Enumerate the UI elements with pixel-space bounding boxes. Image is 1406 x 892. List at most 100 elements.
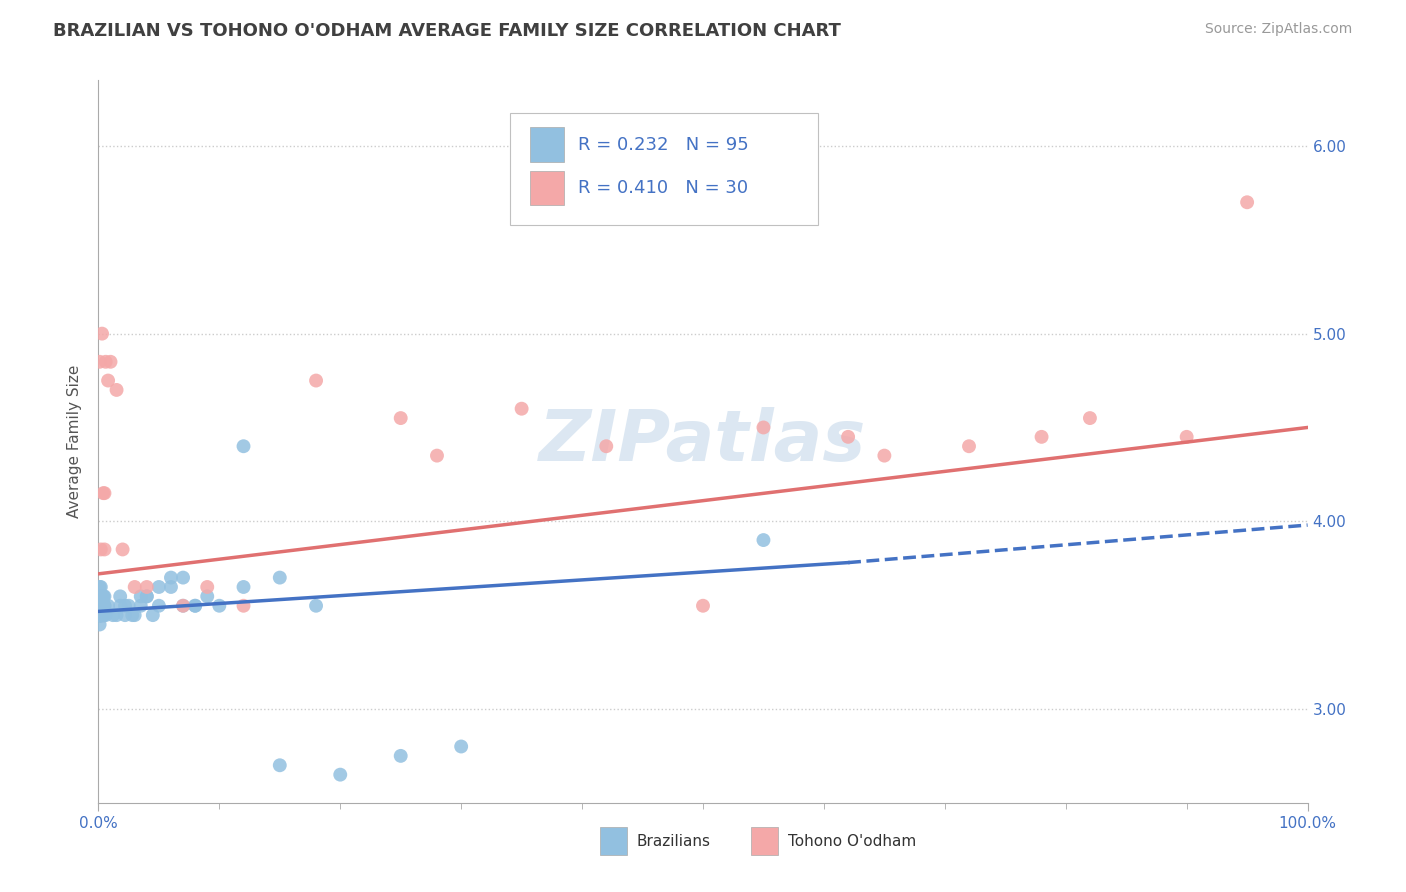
Point xyxy=(114,599,136,613)
Point xyxy=(148,580,170,594)
Point xyxy=(90,590,112,604)
Point xyxy=(1031,430,1053,444)
Point xyxy=(195,580,218,594)
Point xyxy=(105,608,128,623)
Point xyxy=(1175,430,1198,444)
Point xyxy=(89,608,111,623)
Point xyxy=(389,748,412,763)
Point xyxy=(108,590,131,604)
Point xyxy=(89,608,111,623)
Point xyxy=(595,439,617,453)
Point xyxy=(232,580,254,594)
Point xyxy=(97,374,120,388)
Point xyxy=(510,401,533,416)
Point xyxy=(89,599,111,613)
Point xyxy=(94,608,117,623)
Point xyxy=(91,608,114,623)
Point xyxy=(97,599,120,613)
Point xyxy=(90,590,112,604)
Point xyxy=(90,599,112,613)
Y-axis label: Average Family Size: Average Family Size xyxy=(67,365,83,518)
Point xyxy=(90,608,112,623)
Point xyxy=(837,430,859,444)
Point xyxy=(184,599,207,613)
Text: ZIPatlas: ZIPatlas xyxy=(540,407,866,476)
Point xyxy=(93,542,115,557)
Point xyxy=(91,608,114,623)
Text: Tohono O'odham: Tohono O'odham xyxy=(787,834,915,848)
Point xyxy=(91,608,114,623)
Point xyxy=(89,608,111,623)
Point xyxy=(142,608,165,623)
Point xyxy=(184,599,207,613)
Point xyxy=(91,599,114,613)
Point xyxy=(90,608,112,623)
Point xyxy=(426,449,449,463)
Point xyxy=(90,608,112,623)
Point xyxy=(111,542,134,557)
Point xyxy=(100,355,122,369)
Bar xyxy=(530,170,564,205)
Point xyxy=(91,599,114,613)
Point xyxy=(91,590,114,604)
Text: R = 0.410   N = 30: R = 0.410 N = 30 xyxy=(578,179,748,197)
Point xyxy=(91,608,114,623)
Point xyxy=(91,326,114,341)
Point xyxy=(124,608,146,623)
Point xyxy=(752,420,775,434)
Point xyxy=(89,608,111,623)
Point xyxy=(94,355,117,369)
Text: Brazilians: Brazilians xyxy=(637,834,710,848)
Point xyxy=(93,486,115,500)
Point xyxy=(90,608,112,623)
Point xyxy=(101,608,124,623)
Point xyxy=(135,590,157,604)
Point xyxy=(389,411,412,425)
Point xyxy=(114,608,136,623)
Point xyxy=(195,590,218,604)
Point xyxy=(91,608,114,623)
Point xyxy=(91,599,114,613)
Point xyxy=(89,355,111,369)
Point xyxy=(89,608,111,623)
Point xyxy=(90,590,112,604)
Point xyxy=(90,608,112,623)
Point xyxy=(89,608,111,623)
Point xyxy=(957,439,980,453)
Point xyxy=(329,767,352,781)
Point xyxy=(135,580,157,594)
Point xyxy=(89,590,111,604)
Point xyxy=(93,590,115,604)
Bar xyxy=(751,828,778,855)
Point xyxy=(91,590,114,604)
Point xyxy=(692,599,714,613)
Point xyxy=(89,617,111,632)
Point xyxy=(89,599,111,613)
Point xyxy=(89,608,111,623)
Point xyxy=(269,571,291,585)
Point xyxy=(135,590,157,604)
Point xyxy=(89,580,111,594)
Point xyxy=(89,590,111,604)
Point xyxy=(93,599,115,613)
Point xyxy=(90,590,112,604)
Point xyxy=(232,599,254,613)
Point xyxy=(752,533,775,547)
Point xyxy=(160,580,183,594)
Point xyxy=(91,590,114,604)
Point xyxy=(89,608,111,623)
Text: BRAZILIAN VS TOHONO O'ODHAM AVERAGE FAMILY SIZE CORRELATION CHART: BRAZILIAN VS TOHONO O'ODHAM AVERAGE FAMI… xyxy=(53,22,841,40)
Point xyxy=(108,599,131,613)
Point xyxy=(89,608,111,623)
Point xyxy=(90,608,112,623)
Point xyxy=(91,599,114,613)
Point xyxy=(90,590,112,604)
Point xyxy=(121,608,143,623)
Point xyxy=(129,590,152,604)
Point xyxy=(172,571,194,585)
Point xyxy=(450,739,472,754)
Point xyxy=(91,599,114,613)
Point xyxy=(160,571,183,585)
Point xyxy=(89,590,111,604)
Point xyxy=(91,590,114,604)
